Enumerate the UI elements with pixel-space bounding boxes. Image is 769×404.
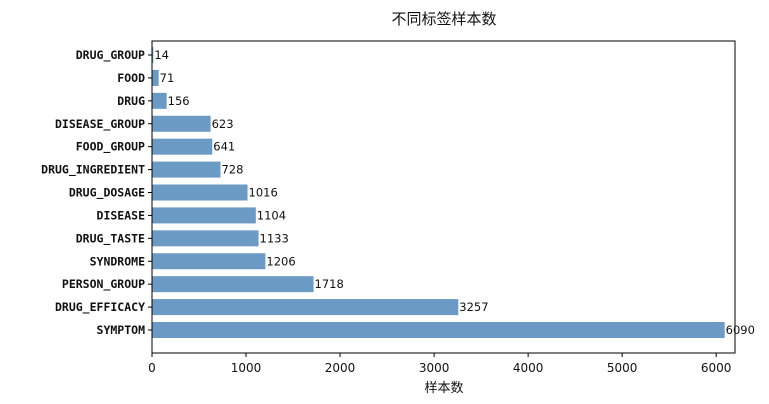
bar-drug xyxy=(152,92,167,109)
y-tick-label: SYNDROME xyxy=(90,254,145,268)
bar-disease xyxy=(152,207,256,224)
bar-drug-ingredient xyxy=(152,161,221,178)
chart-title: 不同标签样本数 xyxy=(391,10,496,28)
data-label: 3257 xyxy=(459,300,488,314)
data-label: 1133 xyxy=(260,231,289,245)
data-label: 71 xyxy=(160,71,175,85)
bar-person-group xyxy=(152,276,314,293)
x-tick-label: 0 xyxy=(148,361,156,375)
bars-group: 14 71 156 623 641 728 1016 1104 1133 1206 1718 3257… xyxy=(152,47,755,338)
data-label: 14 xyxy=(154,48,169,62)
y-tick-label: DRUG_TASTE xyxy=(76,231,145,246)
y-tick-label: DRUG xyxy=(117,94,145,108)
y-tick-label: DISEASE_GROUP xyxy=(55,117,145,132)
y-tick-label: DRUG_EFFICACY xyxy=(55,300,145,315)
x-tick-label: 2000 xyxy=(325,361,356,375)
bar-syndrome xyxy=(152,253,266,270)
x-tick-label: 3000 xyxy=(419,361,450,375)
y-tick-label: FOOD xyxy=(117,71,145,85)
x-tick-label: 4000 xyxy=(513,361,544,375)
y-tick-label: PERSON_GROUP xyxy=(62,277,145,292)
data-label: 1016 xyxy=(249,186,278,200)
bar-food-group xyxy=(152,138,213,155)
y-tick-label: DRUG_GROUP xyxy=(76,48,145,63)
bar-drug-dosage xyxy=(152,184,248,201)
data-label: 728 xyxy=(221,163,243,177)
x-axis-label: 样本数 xyxy=(424,381,463,396)
x-tick-label: 6000 xyxy=(701,361,732,375)
bar-drug-taste xyxy=(152,230,259,247)
data-label: 1104 xyxy=(257,208,286,222)
y-tick-label: DRUG_INGREDIENT xyxy=(41,163,145,178)
data-label: 623 xyxy=(212,117,234,131)
bar-drug-group xyxy=(152,47,154,63)
data-label: 1718 xyxy=(315,277,344,291)
x-tick-label: 1000 xyxy=(231,361,262,375)
bar-food xyxy=(152,69,159,86)
y-tick-label: DRUG_DOSAGE xyxy=(69,186,145,201)
bar-disease-group xyxy=(152,115,211,132)
y-tick-label: DISEASE xyxy=(97,208,146,222)
bar-symptom xyxy=(152,322,725,338)
plot-frame xyxy=(151,40,736,354)
data-label: 156 xyxy=(168,94,190,108)
data-label: 1206 xyxy=(266,254,295,268)
y-tick-label: FOOD_GROUP xyxy=(76,140,145,155)
x-tick-label: 5000 xyxy=(607,361,638,375)
axes-group: DRUG_GROUP FOOD DRUG DISEASE_GROUP FOOD_GROU… xyxy=(41,40,736,375)
data-label: 6090 xyxy=(726,323,755,337)
bar-drug-efficacy xyxy=(152,299,459,316)
y-tick-label: SYMPTOM xyxy=(97,323,146,337)
data-label: 641 xyxy=(213,140,235,154)
